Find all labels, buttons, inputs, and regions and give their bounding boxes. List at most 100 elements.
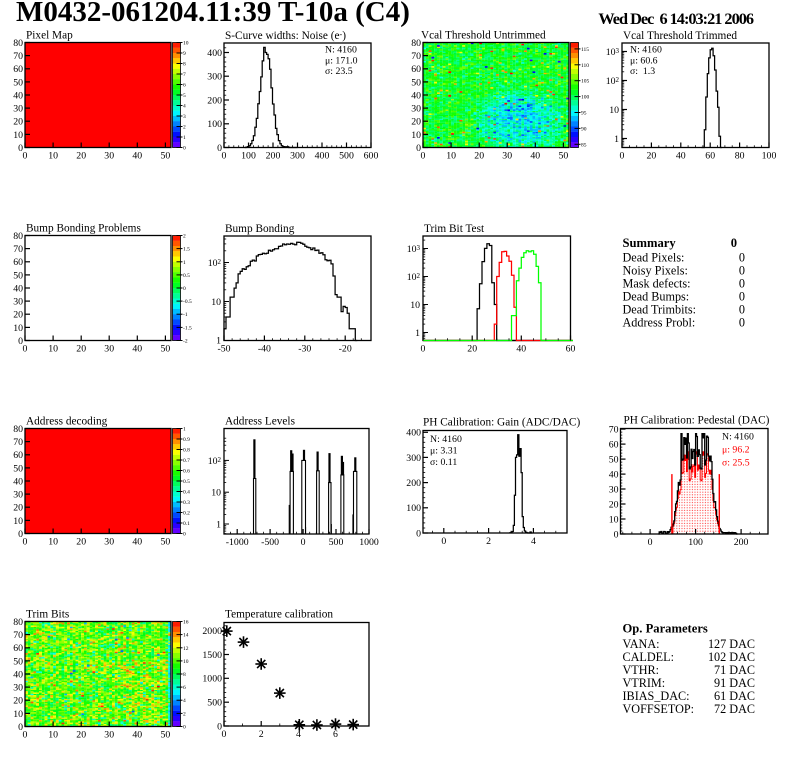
svg-text:110: 110 — [581, 63, 589, 69]
svg-text:10: 10 — [48, 537, 58, 548]
svg-text:σ: 0.11: σ: 0.11 — [430, 457, 457, 468]
svg-text:0: 0 — [222, 729, 227, 740]
svg-text:Dead Trimbits:: Dead Trimbits: — [623, 303, 696, 317]
svg-text:10: 10 — [410, 300, 420, 311]
svg-text:70: 70 — [13, 244, 23, 255]
svg-text:-1: -1 — [183, 312, 188, 318]
svg-text:0: 0 — [183, 725, 186, 731]
svg-text:0.2: 0.2 — [183, 511, 190, 517]
svg-text:90: 90 — [581, 126, 587, 132]
svg-text:2: 2 — [486, 536, 491, 547]
svg-text:-1000: -1000 — [226, 537, 249, 548]
svg-text:91 DAC: 91 DAC — [714, 676, 755, 690]
svg-text:0.4: 0.4 — [183, 490, 190, 496]
svg-text:10: 10 — [446, 151, 456, 162]
svg-text:N: 4160: N: 4160 — [630, 45, 662, 56]
svg-text:0: 0 — [18, 336, 23, 347]
svg-text:30: 30 — [13, 104, 23, 115]
svg-text:72 DAC: 72 DAC — [714, 702, 755, 716]
svg-text:0.5: 0.5 — [183, 273, 190, 279]
svg-text:95: 95 — [581, 111, 587, 117]
svg-text:20: 20 — [13, 503, 23, 514]
svg-text:0: 0 — [23, 730, 28, 741]
svg-text:1500: 1500 — [202, 650, 222, 661]
svg-text:10: 10 — [13, 323, 23, 334]
svg-text:40: 40 — [13, 669, 23, 680]
svg-text:0: 0 — [739, 316, 745, 330]
svg-text:20: 20 — [13, 310, 23, 321]
svg-text:μ: 60.6: μ: 60.6 — [630, 55, 658, 66]
svg-text:-20: -20 — [339, 344, 352, 355]
svg-text:40: 40 — [530, 151, 540, 162]
svg-text:40: 40 — [609, 470, 619, 481]
svg-text:300: 300 — [290, 151, 305, 162]
svg-text:Trim Bits: Trim Bits — [26, 609, 69, 621]
svg-text:10: 10 — [411, 130, 421, 141]
svg-text:40: 40 — [13, 90, 23, 101]
svg-text:2: 2 — [183, 711, 186, 717]
svg-text:14: 14 — [183, 633, 189, 639]
svg-text:1000: 1000 — [202, 674, 222, 685]
svg-text:VTRIM:: VTRIM: — [623, 676, 666, 690]
svg-text:9: 9 — [183, 51, 186, 57]
svg-text:σ: 1.3: σ: 1.3 — [630, 66, 655, 77]
svg-text:0: 0 — [421, 151, 426, 162]
svg-text:0: 0 — [23, 344, 28, 355]
svg-text:σ: 25.5: σ: 25.5 — [722, 458, 750, 469]
svg-text:0: 0 — [183, 532, 186, 538]
svg-text:-40: -40 — [258, 344, 271, 355]
svg-text:0: 0 — [614, 529, 619, 540]
svg-text:20: 20 — [76, 537, 86, 548]
svg-text:40: 40 — [13, 476, 23, 487]
svg-text:60: 60 — [411, 64, 421, 75]
svg-text:20: 20 — [13, 117, 23, 128]
svg-text:σ: 23.5: σ: 23.5 — [325, 66, 353, 77]
svg-text:Bump Bonding Problems: Bump Bonding Problems — [26, 223, 141, 235]
svg-text:40: 40 — [132, 151, 142, 162]
svg-text:1: 1 — [216, 336, 221, 347]
svg-text:6: 6 — [183, 83, 186, 89]
svg-text:0: 0 — [739, 263, 745, 277]
svg-text:16: 16 — [183, 620, 189, 626]
svg-text:50: 50 — [609, 455, 619, 466]
svg-text:30: 30 — [502, 151, 512, 162]
svg-text:50: 50 — [13, 656, 23, 667]
svg-text:0: 0 — [620, 151, 625, 162]
svg-text:30: 30 — [13, 490, 23, 501]
svg-text:50: 50 — [13, 270, 23, 281]
svg-text:102: 102 — [208, 258, 222, 269]
svg-text:6: 6 — [333, 729, 338, 740]
svg-text:0: 0 — [18, 143, 23, 154]
svg-text:70: 70 — [13, 437, 23, 448]
svg-text:Temperature calibration: Temperature calibration — [225, 609, 333, 621]
svg-text:0: 0 — [739, 290, 745, 304]
svg-text:30: 30 — [411, 104, 421, 115]
svg-text:4: 4 — [183, 104, 186, 110]
svg-text:60: 60 — [13, 257, 23, 268]
svg-text:Address Probl:: Address Probl: — [623, 316, 696, 330]
svg-text:10: 10 — [13, 709, 23, 720]
svg-text:Trim Bit Test: Trim Bit Test — [424, 223, 485, 235]
svg-text:Vcal Threshold Untrimmed: Vcal Threshold Untrimmed — [421, 30, 546, 42]
svg-text:100: 100 — [581, 95, 590, 101]
svg-text:80: 80 — [13, 617, 23, 628]
svg-text:Mask defects:: Mask defects: — [623, 276, 691, 290]
svg-text:M0432-061204.11:39 T-10a (C4): M0432-061204.11:39 T-10a (C4) — [16, 0, 410, 28]
svg-text:4: 4 — [531, 536, 536, 547]
svg-text:0: 0 — [739, 250, 745, 264]
svg-text:500: 500 — [329, 537, 344, 548]
svg-text:PH Calibration: Pedestal (DAC): PH Calibration: Pedestal (DAC) — [624, 415, 770, 427]
svg-text:8: 8 — [183, 62, 186, 68]
svg-text:0: 0 — [416, 143, 421, 154]
svg-text:0: 0 — [301, 537, 306, 548]
svg-text:40: 40 — [676, 151, 686, 162]
svg-text:7: 7 — [183, 72, 186, 78]
svg-text:80: 80 — [13, 424, 23, 435]
svg-text:1: 1 — [614, 134, 619, 145]
svg-text:20: 20 — [13, 696, 23, 707]
svg-text:30: 30 — [13, 297, 23, 308]
svg-text:0.6: 0.6 — [183, 469, 190, 475]
svg-text:2: 2 — [259, 729, 264, 740]
svg-text:71 DAC: 71 DAC — [714, 663, 755, 677]
svg-text:20: 20 — [76, 730, 86, 741]
